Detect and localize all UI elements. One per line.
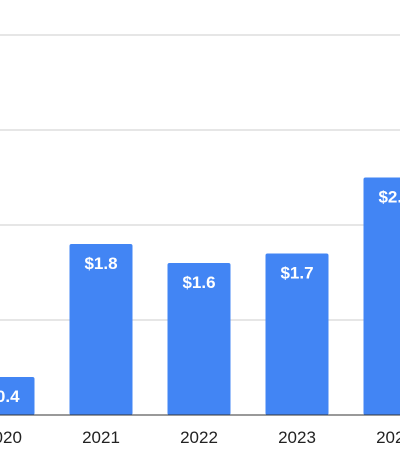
bar-2024 — [363, 177, 400, 415]
x-tick-label-2024: 2024 — [376, 428, 400, 447]
data-label-2023: $1.7 — [280, 264, 313, 283]
data-label-2020: $0.4 — [0, 387, 20, 406]
x-tick-label-2021: 2021 — [82, 428, 120, 447]
data-label-2024: $2.5 — [378, 188, 400, 207]
x-tick-label-2022: 2022 — [180, 428, 218, 447]
bar-2023 — [265, 253, 329, 415]
data-label-2022: $1.6 — [182, 273, 215, 292]
data-label-2021: $1.8 — [84, 254, 117, 273]
bar-2021 — [69, 244, 133, 415]
bar-2022 — [167, 263, 231, 415]
bar-2020 — [0, 377, 35, 415]
x-tick-label-2023: 2023 — [278, 428, 316, 447]
x-tick-label-2020: 2020 — [0, 428, 22, 447]
